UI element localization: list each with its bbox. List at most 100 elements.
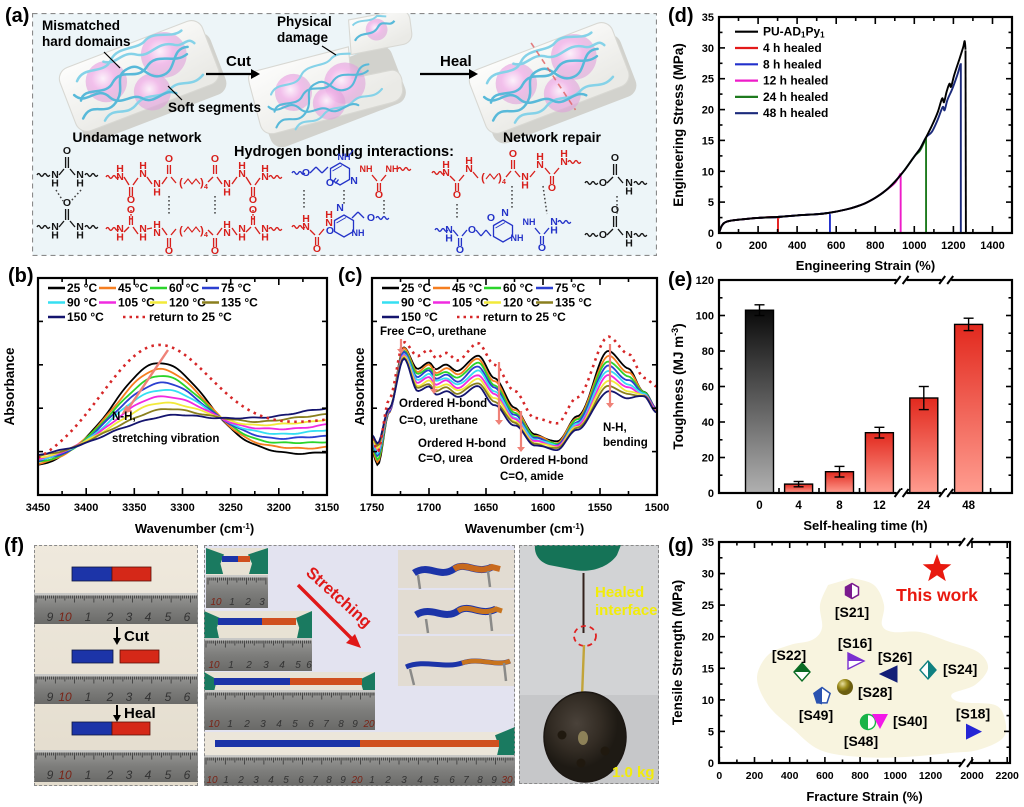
svg-text:8 h healed: 8 h healed [763, 57, 822, 71]
svg-text:6: 6 [184, 690, 191, 704]
svg-text:O: O [367, 212, 375, 224]
svg-text:5: 5 [165, 610, 172, 624]
svg-text:48: 48 [962, 500, 975, 512]
svg-text:[S18]: [S18] [956, 706, 990, 722]
svg-text:9: 9 [47, 610, 54, 624]
svg-text:3: 3 [253, 775, 259, 786]
svg-text:O: O [468, 224, 476, 236]
svg-text:H: H [51, 230, 59, 242]
svg-text:N: N [238, 168, 246, 180]
svg-text:[S24]: [S24] [943, 661, 977, 677]
svg-text:1: 1 [229, 597, 235, 608]
svg-text:Ordered H-bond: Ordered H-bond [399, 398, 487, 410]
svg-text:N-H,: N-H, [112, 411, 136, 423]
svg-text:4 h healed: 4 h healed [763, 41, 822, 55]
svg-text:N: N [261, 223, 269, 235]
svg-text:N: N [76, 169, 84, 181]
svg-text:4: 4 [279, 660, 285, 671]
svg-text:[S49]: [S49] [799, 707, 833, 723]
svg-text:NH: NH [360, 164, 373, 174]
svg-text:4: 4 [145, 768, 152, 782]
svg-text:4: 4 [795, 500, 802, 512]
svg-text:Hydrogen bonding interactions:: Hydrogen bonding interactions: [234, 144, 454, 160]
svg-text:O: O [456, 244, 464, 256]
svg-text:N: N [442, 167, 450, 179]
svg-text:10: 10 [58, 690, 72, 704]
svg-text:N: N [625, 229, 633, 241]
svg-text:O: O [127, 194, 135, 206]
svg-text:3: 3 [259, 597, 265, 608]
svg-text:C=O, amide: C=O, amide [500, 471, 564, 483]
svg-text:1: 1 [85, 768, 92, 782]
svg-text:H: H [116, 163, 124, 175]
svg-text:O: O [611, 152, 619, 164]
svg-text:8: 8 [326, 775, 332, 786]
svg-text:3250: 3250 [218, 502, 242, 514]
svg-text:1200: 1200 [941, 240, 965, 252]
svg-text:N: N [139, 168, 147, 180]
svg-text:N: N [153, 178, 161, 190]
svg-text:N: N [51, 221, 59, 233]
svg-text:35: 35 [702, 12, 714, 24]
svg-text:3300: 3300 [170, 502, 194, 514]
svg-text:return to 25 °C: return to 25 °C [483, 310, 566, 324]
svg-text:[S28]: [S28] [858, 684, 892, 700]
svg-text:0: 0 [708, 758, 714, 770]
svg-text:2000: 2000 [960, 770, 984, 782]
svg-text:O: O [63, 197, 71, 209]
svg-text:Self-healing time (h): Self-healing time (h) [803, 518, 927, 533]
svg-text:damage: damage [277, 30, 329, 45]
svg-text:100: 100 [696, 311, 714, 323]
svg-text:4: 4 [502, 179, 506, 186]
svg-text:5: 5 [295, 660, 301, 671]
svg-text:H: H [560, 148, 568, 160]
svg-text:N: N [51, 169, 59, 181]
svg-text:120: 120 [696, 275, 714, 287]
svg-text:75 °C: 75 °C [555, 281, 585, 295]
svg-text:H: H [223, 219, 231, 231]
svg-text:12 h healed: 12 h healed [763, 74, 828, 88]
svg-text:1600: 1600 [531, 502, 555, 514]
svg-text:(: ( [179, 225, 183, 237]
svg-text:3450: 3450 [26, 502, 50, 514]
svg-text:60 °C: 60 °C [503, 281, 533, 295]
svg-text:O: O [302, 167, 310, 179]
svg-text:3: 3 [126, 768, 133, 782]
svg-text:Ordered H-bond: Ordered H-bond [418, 438, 506, 450]
svg-text:N: N [139, 223, 147, 235]
svg-text:H: H [625, 186, 633, 198]
svg-text:10: 10 [702, 166, 714, 178]
svg-text:N: N [153, 227, 161, 239]
svg-text:N: N [445, 224, 453, 236]
svg-text:(: ( [179, 177, 183, 189]
svg-text:H: H [465, 155, 473, 167]
svg-text:O: O [599, 177, 607, 189]
svg-text:3150: 3150 [315, 502, 339, 514]
svg-text:O: O [249, 194, 257, 206]
svg-text:N: N [550, 216, 558, 228]
svg-text:25: 25 [702, 74, 714, 86]
svg-text:Ordered H-bond: Ordered H-bond [500, 455, 588, 467]
svg-text:return to 25 °C: return to 25 °C [149, 310, 232, 324]
svg-text:H: H [153, 219, 161, 231]
svg-text:[S16]: [S16] [838, 635, 872, 651]
svg-text:[S21]: [S21] [835, 604, 869, 620]
svg-text:30: 30 [702, 43, 714, 55]
svg-text:3: 3 [260, 719, 266, 730]
svg-text:Toughness (MJ m-3): Toughness (MJ m-3) [670, 323, 686, 449]
svg-text:Wavenumber (cm-1): Wavenumber (cm-1) [135, 521, 254, 536]
svg-text:80: 80 [702, 346, 714, 358]
svg-text:O: O [453, 189, 461, 201]
svg-text:H: H [238, 160, 246, 172]
svg-text:NH: NH [523, 217, 536, 227]
svg-text:5: 5 [292, 719, 298, 730]
svg-text:45 °C: 45 °C [452, 281, 482, 295]
svg-text:25 °C: 25 °C [401, 281, 431, 295]
svg-text:4: 4 [204, 232, 208, 239]
svg-text:40: 40 [702, 417, 714, 429]
svg-text:H: H [550, 225, 558, 237]
svg-text:8: 8 [836, 500, 843, 512]
svg-text:2200: 2200 [996, 770, 1020, 782]
svg-text:4: 4 [268, 775, 274, 786]
svg-text:10: 10 [208, 660, 220, 671]
